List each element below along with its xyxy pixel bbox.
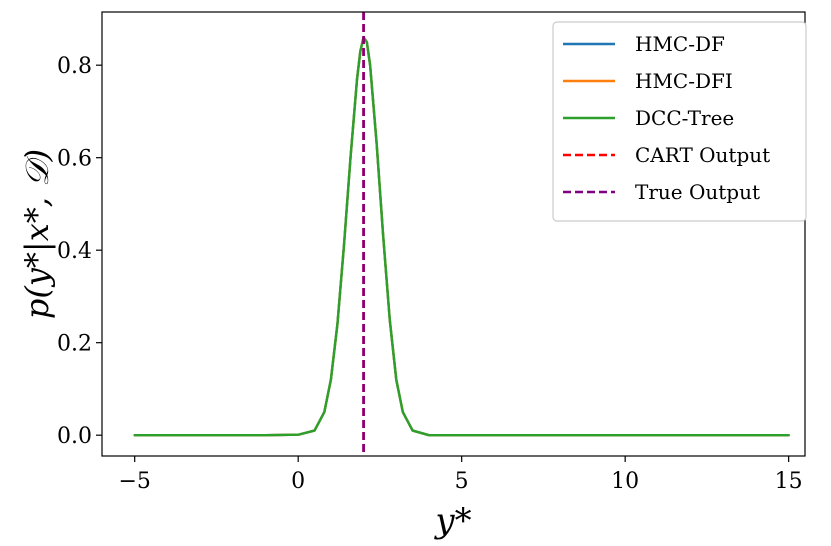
ticks: −5 0 5 10 15 0.0 0.2 0.4 0.6 0.8 [57, 54, 803, 494]
plot-area [133, 12, 790, 456]
x-tick-label: 5 [455, 469, 469, 494]
legend-label-true-output: True Output [635, 180, 760, 204]
legend-box [552, 21, 807, 222]
legend: HMC-DF HMC-DFI DCC-Tree CART Output True Out… [552, 21, 807, 222]
legend-label-cart-output: CART Output [635, 143, 770, 167]
legend-label-hmc-dfi: HMC-DFI [635, 69, 733, 93]
y-tick-label: 0.6 [57, 147, 92, 172]
x-tick-label: 0 [291, 469, 305, 494]
legend-label-hmc-df: HMC-DF [635, 32, 725, 56]
x-tick-label: −5 [118, 469, 150, 494]
y-tick-label: 0.8 [57, 54, 92, 79]
y-tick-label: 0.4 [57, 239, 92, 264]
y-tick-label: 0.2 [57, 332, 92, 357]
legend-label-dcc-tree: DCC-Tree [635, 106, 734, 130]
x-tick-label: 10 [611, 469, 639, 494]
axes-frame [101, 11, 806, 457]
x-tick-label: 15 [775, 469, 803, 494]
y-axis-label: p(y*|x*, 𝒟) [18, 149, 56, 319]
x-axis-label: y* [433, 501, 471, 541]
y-tick-label: 0.0 [57, 424, 92, 449]
